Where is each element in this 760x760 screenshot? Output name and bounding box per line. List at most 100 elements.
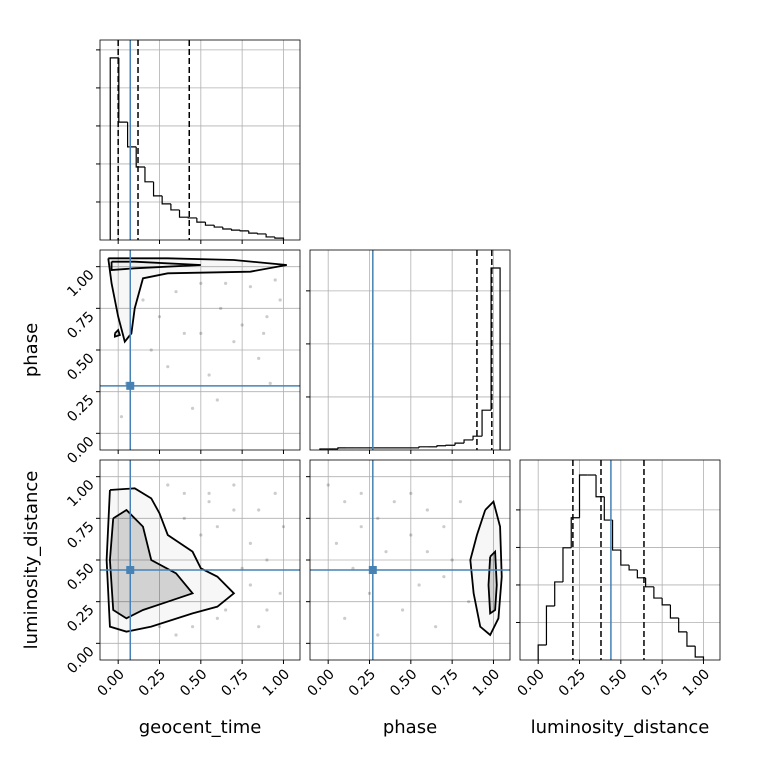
x-axis-label: luminosity_distance [531, 717, 710, 738]
histogram-bin [274, 236, 285, 240]
x-tick-label: 1.00 [470, 666, 503, 699]
sample-point [174, 633, 178, 637]
sample-point [262, 331, 266, 335]
histogram-bin [686, 631, 696, 647]
panel: 0.00 0.25 0.50 0.75 1.00 luminosity_distance [514, 459, 721, 738]
contour [469, 499, 503, 637]
histogram-bin [472, 435, 483, 440]
sample-point [174, 290, 178, 294]
x-tick-label: 0.75 [218, 666, 251, 699]
histogram-bin [204, 222, 215, 226]
histogram-bin [554, 581, 563, 606]
sample-point [257, 625, 261, 629]
sample-point [199, 331, 203, 335]
sample-point [467, 600, 471, 604]
sample-point [265, 315, 269, 319]
sample-point [224, 281, 228, 285]
sample-point [232, 508, 236, 512]
sample-point [351, 566, 355, 570]
y-tick-label: 0.25 [64, 602, 97, 635]
sample-point [400, 608, 405, 612]
sample-point [257, 356, 261, 360]
x-tick-label: 0.75 [428, 666, 461, 699]
sample-point [434, 625, 438, 629]
sample-point [359, 525, 363, 529]
sample-point [215, 398, 219, 402]
axes-frame [99, 249, 301, 451]
sample-point [219, 306, 223, 310]
y-tick-label: 0.50 [64, 560, 97, 593]
y-tick-label: 1.00 [64, 477, 97, 510]
sample-point [425, 508, 429, 512]
histogram-bin [170, 203, 180, 211]
sample-point [417, 583, 421, 587]
histogram-bin [661, 598, 671, 606]
histogram-bin [595, 475, 605, 498]
histogram-bin [694, 646, 705, 660]
histogram-bin [418, 446, 429, 448]
sample-point [278, 298, 282, 302]
y-axis-label: luminosity_distance [21, 471, 42, 650]
sample-point [442, 525, 446, 529]
sample-point [376, 516, 380, 520]
histogram-bin [196, 217, 206, 223]
sample-point [384, 550, 388, 554]
histogram-bin [248, 230, 258, 234]
contour [113, 328, 121, 338]
sample-point [359, 491, 363, 495]
axes-frame [99, 459, 301, 661]
sample-point [392, 500, 396, 504]
histogram-bin [187, 217, 197, 219]
histogram-bin [445, 444, 456, 446]
sample-point [265, 558, 269, 562]
sample-point [450, 558, 454, 562]
histogram-bin [161, 195, 171, 205]
histogram-bin [109, 57, 119, 240]
axes-frame [309, 249, 511, 451]
sample-point [190, 406, 195, 410]
y-tick-label: 0.75 [64, 519, 97, 552]
sample-point [232, 340, 236, 344]
histogram-bin [152, 181, 163, 197]
y-tick-label: 1.00 [64, 267, 97, 300]
sample-point [190, 625, 195, 629]
y-tick-label: 0.75 [64, 309, 97, 342]
x-tick-label: 0.25 [556, 666, 589, 699]
panel [306, 249, 511, 454]
sample-point [273, 491, 277, 495]
histogram-bin [118, 57, 128, 123]
histogram-bin [230, 228, 241, 231]
histogram-bin [628, 565, 638, 571]
truth-point [126, 381, 135, 390]
sample-point [149, 348, 153, 352]
truth-point [368, 566, 377, 574]
plot-area [520, 460, 720, 660]
histogram-bin [603, 496, 613, 521]
sample-point [248, 285, 253, 289]
histogram-bin [481, 409, 492, 437]
histogram-bin [490, 267, 501, 450]
axes-frame [99, 39, 301, 241]
x-tick-label: 0.75 [638, 666, 671, 699]
histogram-bin [653, 586, 663, 599]
sample-point [182, 491, 186, 495]
y-tick-label: 0.25 [64, 392, 97, 425]
x-axis-label: phase [383, 717, 437, 738]
sample-point [458, 500, 463, 504]
histogram-bin [562, 547, 572, 582]
sample-point [248, 583, 253, 587]
histogram-bin [537, 644, 547, 660]
sample-point [343, 500, 347, 504]
sample-point [273, 278, 277, 282]
sample-point [207, 373, 211, 377]
x-tick-label: 0.00 [94, 666, 127, 699]
sample-point [207, 491, 211, 495]
sample-point [182, 516, 186, 520]
sample-point [278, 591, 282, 595]
sample-point [215, 525, 219, 529]
plot-area [100, 460, 300, 660]
sample-point [268, 381, 272, 385]
